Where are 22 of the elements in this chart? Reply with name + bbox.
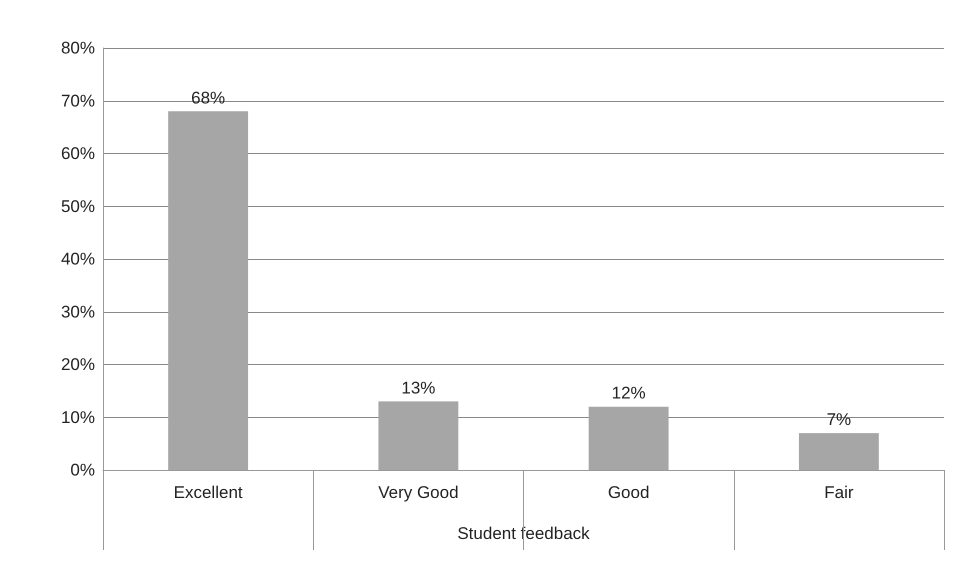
y-tick-label: 50% — [60, 196, 95, 216]
x-tick-label: Excellent — [174, 483, 243, 502]
data-label: 13% — [401, 378, 436, 398]
bar — [168, 111, 248, 470]
bar — [588, 406, 669, 470]
y-tick-label: 80% — [60, 38, 95, 58]
data-label: 12% — [612, 384, 646, 403]
x-tick-label: Good — [608, 483, 650, 502]
y-tick-label: 0% — [70, 460, 95, 480]
x-tick-label: Very Good — [378, 483, 459, 502]
x-axis-title: Student feedback — [457, 524, 590, 543]
y-tick-label: 30% — [60, 302, 95, 322]
y-tick-label: 40% — [60, 250, 95, 268]
data-label: 68% — [191, 88, 226, 108]
y-tick-label: 60% — [60, 144, 95, 163]
x-tick-label: Fair — [824, 483, 854, 502]
y-tick-label: 10% — [60, 408, 95, 427]
bar — [378, 401, 458, 470]
y-tick-label: 70% — [60, 91, 95, 110]
y-tick-label: 20% — [60, 355, 95, 374]
bar — [798, 433, 879, 470]
data-label: 7% — [826, 410, 852, 430]
